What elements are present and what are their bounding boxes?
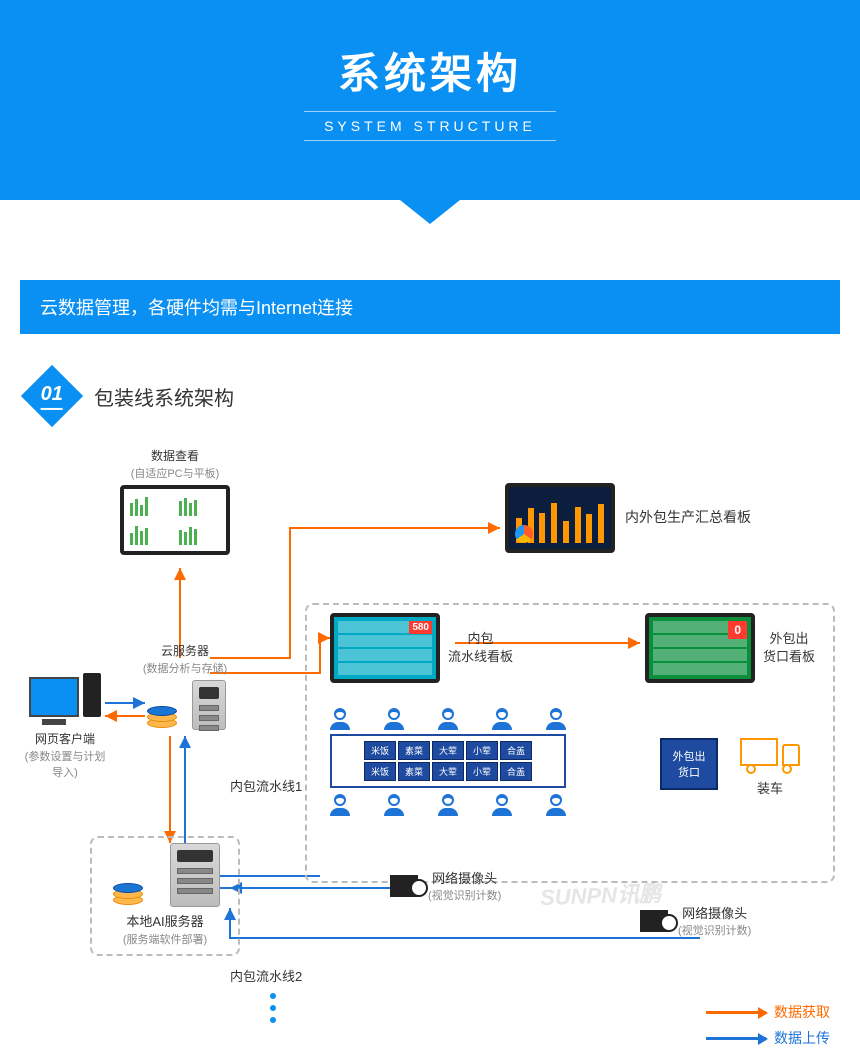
line1-label: 内包流水线1 — [230, 778, 302, 796]
pointer-icon — [400, 200, 460, 224]
board-screen-icon: 580 — [330, 613, 440, 683]
legend: 数据获取 数据上传 — [706, 996, 830, 1048]
station-badge: 大荤 — [432, 741, 464, 760]
camera-icon — [390, 875, 418, 897]
worker-icon — [438, 794, 458, 814]
station-badge: 米饭 — [364, 741, 396, 760]
worker-icon — [384, 708, 404, 728]
outer-board-node: 0 外包出 货口看板 — [645, 613, 815, 683]
station-badge: 素菜 — [398, 762, 430, 781]
worker-icon — [492, 708, 512, 728]
station-badge: 素菜 — [398, 741, 430, 760]
server-icon — [192, 680, 226, 730]
station-badge: 小荤 — [466, 762, 498, 781]
board-screen-icon: 0 — [645, 613, 755, 683]
camera1-node: 网络摄像头 (视觉识别计数) — [390, 868, 501, 903]
legend-upload: 数据上传 — [774, 1028, 830, 1048]
legend-acquire: 数据获取 — [774, 1002, 830, 1022]
camera2-node: 网络摄像头 (视觉识别计数) — [640, 903, 751, 938]
dashboard-screen-icon — [505, 483, 615, 553]
truck-icon — [740, 734, 800, 772]
viewer-node: 数据查看 (自适应PC与平板) — [120, 448, 230, 555]
worker-icon — [438, 708, 458, 728]
worker-icon — [492, 794, 512, 814]
worker-icon — [546, 708, 566, 728]
pc-icon — [20, 673, 110, 717]
page-title: 系统架构 — [0, 40, 860, 101]
camera-icon — [640, 910, 668, 932]
section-number-badge: 01 — [21, 365, 83, 427]
disk-stack-icon — [111, 881, 145, 907]
production-line: 米饭素菜大荤小荤合盖 米饭素菜大荤小荤合盖 — [330, 708, 566, 814]
station-row: 米饭素菜大荤小荤合盖 米饭素菜大荤小荤合盖 — [330, 734, 566, 788]
inner-board-node: 580 内包 流水线看板 — [330, 613, 513, 683]
disk-stack-icon — [145, 704, 179, 730]
station-badge: 合盖 — [500, 741, 532, 760]
station-badge: 米饭 — [364, 762, 396, 781]
ellipsis-dots-icon — [270, 993, 276, 1023]
cloud-server-node: 云服务器 (数据分析与存储) — [140, 643, 230, 730]
architecture-diagram: 数据查看 (自适应PC与平板) 内外包生产汇总看板 580 内包 流水线看板 — [20, 448, 840, 1048]
worker-icon — [546, 794, 566, 814]
line2-label: 内包流水线2 — [230, 968, 302, 986]
header-banner: 系统架构 SYSTEM STRUCTURE — [0, 0, 860, 200]
ship-sign-node: 外包出货口 — [660, 738, 718, 790]
station-badge: 合盖 — [500, 762, 532, 781]
station-badge: 大荤 — [432, 762, 464, 781]
page-subtitle: SYSTEM STRUCTURE — [304, 111, 556, 141]
worker-icon — [330, 708, 350, 728]
summary-board-node: 内外包生产汇总看板 — [505, 483, 751, 553]
server-icon — [170, 843, 220, 907]
section-title: 包装线系统架构 — [94, 382, 234, 411]
arrow-orange-icon — [706, 1011, 766, 1014]
worker-icon — [384, 794, 404, 814]
ai-server-node: 本地AI服务器 (服务端软件部署) — [100, 843, 230, 947]
section-header: 01 包装线系统架构 — [30, 374, 860, 418]
truck-node: 装车 — [740, 734, 800, 798]
station-badge: 小荤 — [466, 741, 498, 760]
worker-icon — [330, 794, 350, 814]
info-banner: 云数据管理，各硬件均需与Internet连接 — [20, 280, 840, 334]
tablet-icon — [120, 485, 230, 555]
web-client-node: 网页客户端 (参数设置与计划导入) — [20, 673, 110, 780]
